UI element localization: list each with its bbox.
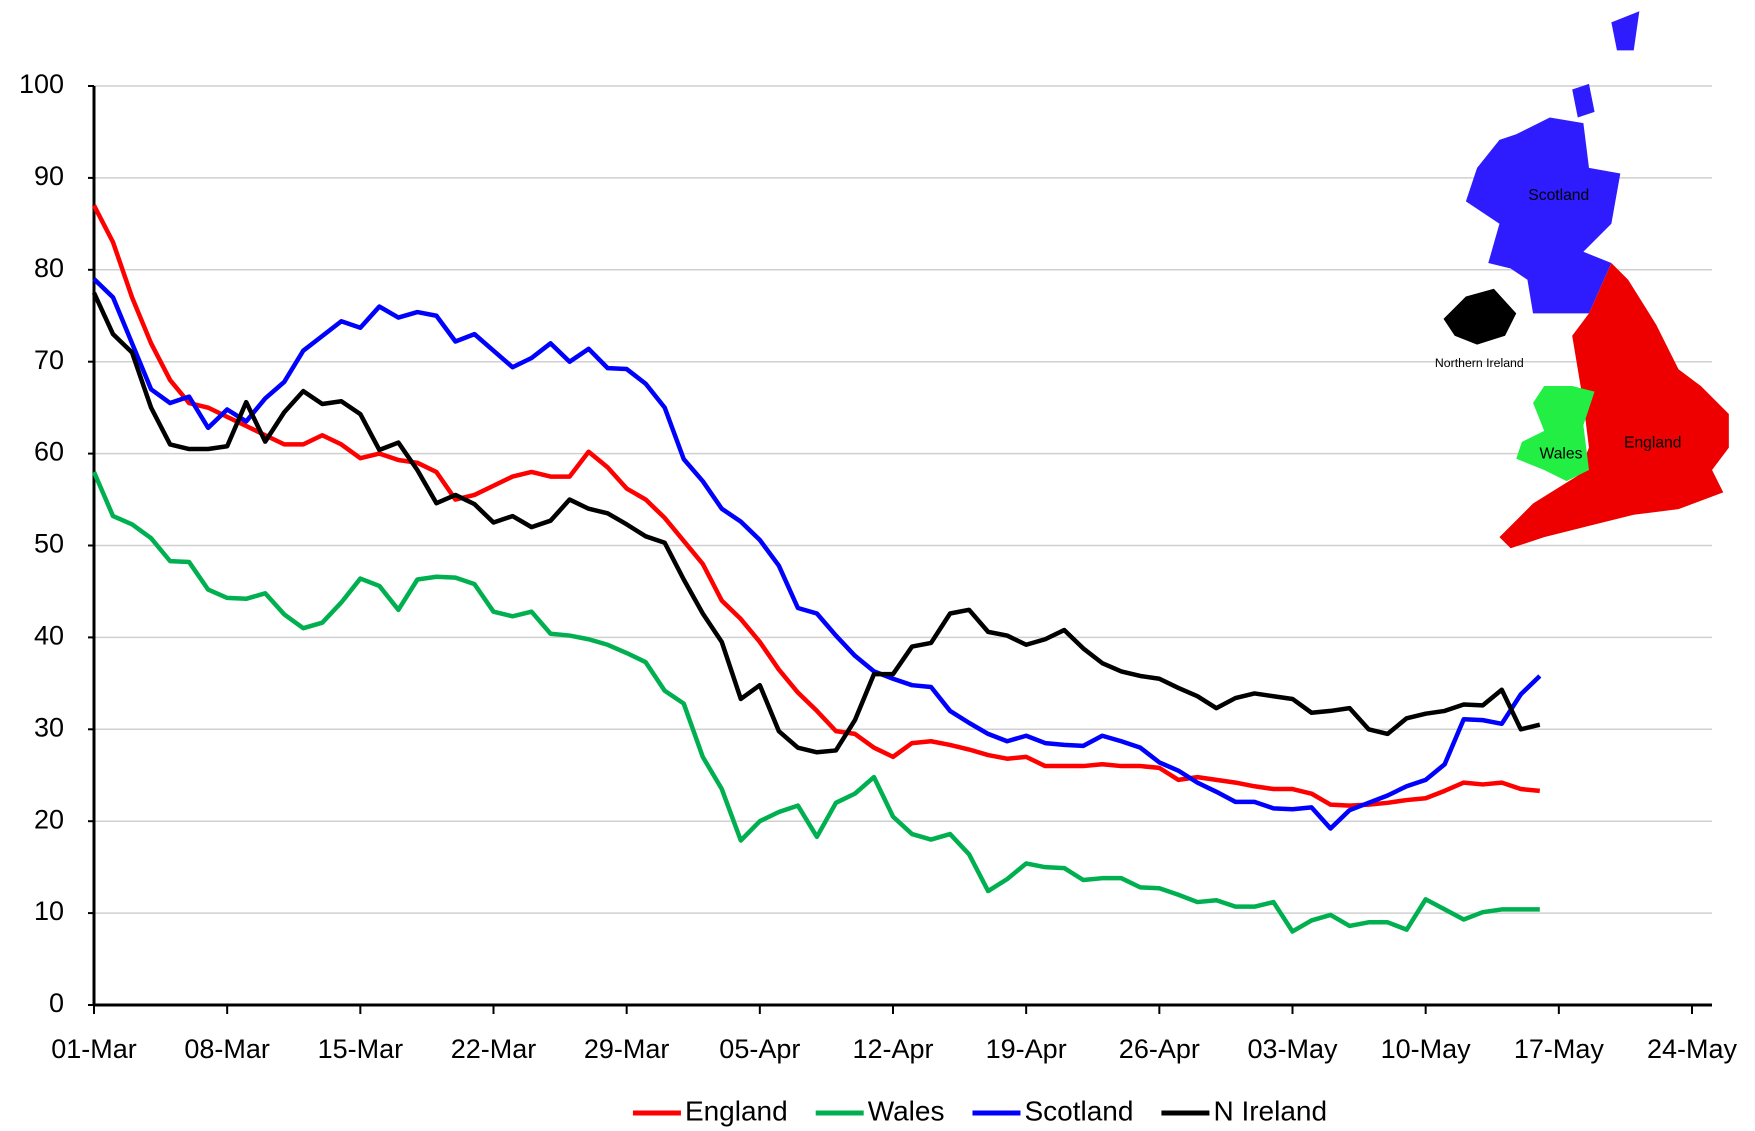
y-tick-label: 30	[34, 712, 64, 742]
y-tick-label: 40	[34, 621, 64, 651]
x-tick-label: 29-Mar	[584, 1034, 670, 1064]
x-tick-label: 01-Mar	[51, 1034, 137, 1064]
y-tick-label: 50	[34, 529, 64, 559]
scotland-islands	[1611, 11, 1640, 51]
axes: 0 10 20 30 40 50 60 70 80 90 100 01-Mar 08-Mar 15-Mar…	[19, 69, 1738, 1064]
legend-label: England	[685, 1095, 788, 1126]
x-tick-label: 17-May	[1514, 1034, 1605, 1064]
england-shape	[1499, 262, 1729, 549]
map-label: Scotland	[1528, 187, 1589, 204]
y-tick-label: 0	[49, 988, 64, 1018]
line-series	[91, 291, 1541, 755]
y-tick-label: 60	[34, 437, 64, 467]
x-tick-label: 03-May	[1247, 1034, 1338, 1064]
x-tick-label: 15-Mar	[318, 1034, 404, 1064]
y-tick-label: 20	[34, 804, 64, 834]
wales-shape	[1516, 386, 1595, 482]
y-tick-label: 80	[34, 253, 64, 283]
legend-label: N Ireland	[1213, 1095, 1327, 1126]
map-label: Wales	[1540, 445, 1583, 462]
x-tick-label: 08-Mar	[184, 1034, 270, 1064]
x-tick-label: 26-Apr	[1119, 1034, 1200, 1064]
uk-map: Scotland Northern Ireland Wales England	[1435, 11, 1729, 549]
scotland-islands	[1572, 83, 1595, 118]
y-tick-label: 10	[34, 896, 64, 926]
y-tick-label: 100	[19, 69, 64, 99]
x-tick-label: 05-Apr	[719, 1034, 800, 1064]
map-label: Northern Ireland	[1435, 356, 1524, 370]
x-tick-label: 24-May	[1647, 1034, 1738, 1064]
x-tick-label: 12-Apr	[852, 1034, 933, 1064]
legend-label: Scotland	[1024, 1095, 1133, 1126]
x-tick-label: 22-Mar	[451, 1034, 537, 1064]
map-label: England	[1624, 434, 1681, 451]
line-series	[92, 277, 1542, 831]
legend: England Wales Scotland N Ireland	[632, 1095, 1327, 1126]
line-series	[91, 471, 1540, 934]
scotland-shape	[1465, 117, 1621, 314]
y-tick-label: 90	[34, 161, 64, 191]
northern-ireland-shape	[1443, 288, 1517, 345]
x-tick-label: 19-Apr	[986, 1034, 1067, 1064]
line-series	[92, 204, 1541, 808]
x-tick-label: 10-May	[1381, 1034, 1472, 1064]
y-tick-label: 70	[34, 345, 64, 375]
legend-label: Wales	[868, 1095, 945, 1126]
